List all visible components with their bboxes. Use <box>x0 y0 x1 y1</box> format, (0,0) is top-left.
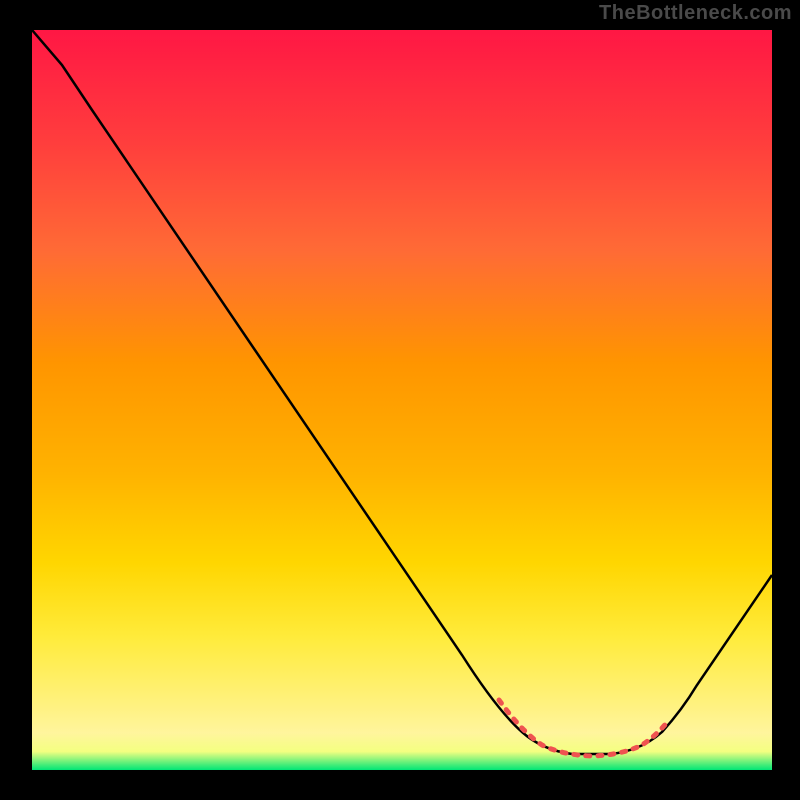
dotted-valley-segment <box>499 700 669 756</box>
watermark-text: TheBottleneck.com <box>599 2 792 25</box>
plot-area <box>32 30 772 770</box>
main-curve <box>32 30 772 754</box>
curve-overlay <box>32 30 772 770</box>
